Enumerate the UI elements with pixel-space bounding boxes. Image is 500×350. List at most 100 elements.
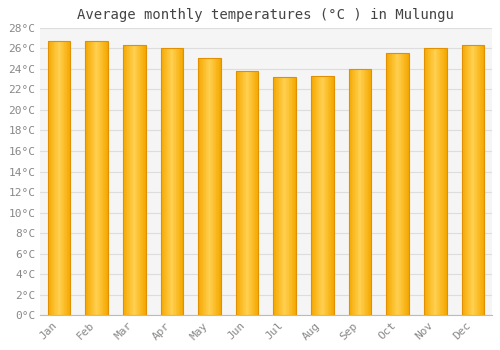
Bar [469, 45, 470, 315]
Bar [403, 53, 404, 315]
Bar [166, 48, 168, 315]
Bar [250, 71, 251, 315]
Bar [56, 41, 58, 315]
Bar [86, 41, 87, 315]
Bar [89, 41, 90, 315]
Bar [433, 48, 434, 315]
Bar [125, 45, 126, 315]
Bar [107, 41, 108, 315]
Bar [50, 41, 51, 315]
Bar [473, 45, 474, 315]
Bar [251, 71, 252, 315]
Bar [140, 45, 141, 315]
Bar [248, 71, 250, 315]
Bar [359, 69, 360, 315]
Bar [60, 41, 62, 315]
Bar [93, 41, 94, 315]
Bar [236, 71, 238, 315]
Bar [466, 45, 467, 315]
Bar [176, 48, 177, 315]
Bar [254, 71, 256, 315]
Bar [134, 45, 135, 315]
Bar [141, 45, 142, 315]
Bar [391, 53, 392, 315]
Bar [129, 45, 130, 315]
Bar [54, 41, 55, 315]
Bar [101, 41, 102, 315]
Bar [408, 53, 409, 315]
Bar [175, 48, 176, 315]
Bar [87, 41, 88, 315]
Bar [354, 69, 356, 315]
Bar [90, 41, 92, 315]
Bar [275, 77, 276, 315]
Bar [360, 69, 362, 315]
Bar [123, 45, 124, 315]
Bar [162, 48, 163, 315]
Bar [294, 77, 296, 315]
Bar [139, 45, 140, 315]
Bar [402, 53, 403, 315]
Bar [128, 45, 129, 315]
Bar [436, 48, 438, 315]
Bar [435, 48, 436, 315]
Bar [312, 76, 314, 315]
Bar [216, 58, 217, 315]
Bar [479, 45, 480, 315]
Bar [442, 48, 443, 315]
Bar [136, 45, 138, 315]
Bar [214, 58, 215, 315]
Bar [326, 76, 327, 315]
Bar [172, 48, 174, 315]
Bar [126, 45, 128, 315]
Bar [463, 45, 464, 315]
Bar [55, 41, 56, 315]
Bar [201, 58, 202, 315]
Bar [205, 58, 206, 315]
Bar [211, 58, 212, 315]
Bar [322, 76, 323, 315]
Bar [165, 48, 166, 315]
Bar [468, 45, 469, 315]
Bar [48, 41, 49, 315]
Bar [58, 41, 59, 315]
Bar [220, 58, 221, 315]
Bar [238, 71, 239, 315]
Bar [321, 76, 322, 315]
Bar [428, 48, 429, 315]
Bar [130, 45, 131, 315]
Bar [59, 41, 60, 315]
Bar [353, 69, 354, 315]
Bar [98, 41, 99, 315]
Bar [332, 76, 333, 315]
Bar [397, 53, 398, 315]
Bar [63, 41, 64, 315]
Bar [472, 45, 473, 315]
Bar [236, 71, 258, 315]
Bar [323, 76, 324, 315]
Bar [240, 71, 241, 315]
Bar [293, 77, 294, 315]
Bar [282, 77, 283, 315]
Bar [351, 69, 352, 315]
Bar [356, 69, 357, 315]
Bar [181, 48, 182, 315]
Bar [94, 41, 95, 315]
Bar [68, 41, 69, 315]
Bar [246, 71, 247, 315]
Bar [358, 69, 359, 315]
Bar [123, 45, 146, 315]
Bar [475, 45, 476, 315]
Bar [482, 45, 484, 315]
Bar [426, 48, 427, 315]
Bar [400, 53, 402, 315]
Bar [287, 77, 288, 315]
Bar [144, 45, 145, 315]
Bar [478, 45, 479, 315]
Bar [405, 53, 406, 315]
Bar [241, 71, 242, 315]
Bar [48, 41, 70, 315]
Bar [369, 69, 370, 315]
Bar [386, 53, 387, 315]
Bar [330, 76, 332, 315]
